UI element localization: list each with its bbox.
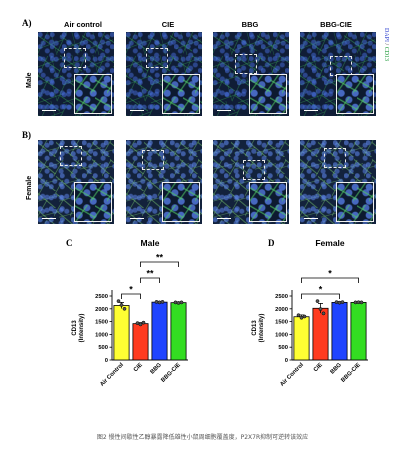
female-chart-y-tick-label: 2500 (275, 294, 288, 300)
micrograph-male-bbg (213, 32, 289, 116)
female-chart-bar-2 (331, 302, 348, 361)
male-chart-data-point (135, 321, 140, 325)
male-chart-data-point (141, 320, 146, 325)
male-chart-y-tick-label: 2500 (95, 294, 108, 300)
column-header-bbg-cie: BBG-CIE (320, 20, 352, 29)
male-chart-data-point (173, 300, 178, 305)
male-chart-y-label-line: (Intensity) (79, 314, 85, 343)
micrograph-male-air-control (38, 32, 114, 116)
male-chart-significance-label: * (129, 285, 133, 295)
micrograph-female-cie (126, 140, 202, 224)
female-chart-data-point (302, 314, 307, 319)
female-chart-data-point (321, 311, 326, 316)
male-chart-bar-0 (113, 305, 130, 361)
female-chart-x-tick-label-2: BBG (330, 362, 344, 376)
male-chart-data-point (176, 301, 181, 305)
female-chart-y-label: CD13(Intensity) (252, 314, 265, 343)
female-chart-data-point (337, 300, 342, 305)
female-chart-significance-bracket (301, 293, 340, 299)
micrograph-male-cie (126, 32, 202, 116)
female-chart-data-point (334, 300, 339, 304)
column-header-bbg: BBG (241, 20, 259, 29)
female-chart-y-tick-label: 0 (285, 358, 288, 364)
stain-label: DAPI / CD13 (383, 28, 389, 61)
female-chart-y-tick-label: 2000 (275, 307, 288, 313)
male-chart-bar-2 (151, 301, 168, 361)
male-chart-data-point (119, 303, 124, 307)
male-chart-significance-bracket (140, 277, 160, 283)
male-chart-significance-bracket (121, 293, 141, 299)
female-chart-bar-3 (350, 302, 367, 361)
bar-chart-female: Female 0 500 1000 1500 2000 2500 CD13(Intensity… (252, 238, 368, 388)
panel-letter-b: B) (22, 130, 31, 140)
male-chart-y-tick-label: 1000 (95, 332, 108, 338)
micrograph-female-air-control (38, 140, 114, 224)
column-header-air-control: Air control (64, 20, 102, 29)
bar-chart-male: Male 0 500 1000 1500 2000 2500 CD13(Intensity) A… (72, 238, 188, 388)
female-chart-y-tick-label: 1000 (275, 332, 288, 338)
micrograph-female-bbg-cie (300, 140, 376, 224)
male-chart-data-point (157, 300, 162, 305)
male-chart-significance-label: ** (146, 269, 154, 279)
male-chart-x-tick-label-2: BBG (150, 362, 164, 376)
female-chart-bar-1 (312, 307, 329, 361)
female-chart-y-label-line: (Intensity) (259, 314, 265, 343)
male-chart-y-tick-label: 2000 (95, 307, 108, 313)
female-chart-data-point (296, 313, 301, 318)
male-chart-data-point (154, 300, 159, 304)
female-chart-data-point (359, 300, 364, 305)
female-chart-data-point (356, 300, 361, 305)
female-chart-title: Female (315, 238, 345, 248)
female-chart-x-tick-label-0: Air Control (279, 362, 305, 388)
male-chart-y-label-line: CD13 (72, 320, 78, 336)
male-chart-significance-bracket (140, 261, 179, 267)
row-label-male: Male (26, 72, 33, 88)
row-label-female: Female (26, 175, 33, 200)
female-chart-significance-label: * (319, 285, 323, 295)
male-chart-data-point (122, 306, 127, 311)
figure-caption: 图2 慢性间歇性乙醇暴露降低雄性小鼠周细胞覆盖度，P2X7R抑制可逆转该效应 (96, 434, 309, 441)
female-chart-y-tick-label: 1500 (275, 320, 288, 326)
stain-label-cd13: CD13 (383, 46, 389, 62)
micrograph-male-bbg-cie (300, 32, 376, 116)
male-chart-bar-1 (132, 323, 149, 361)
male-chart-y-tick-label: 500 (98, 345, 108, 351)
male-chart-data-point (138, 322, 143, 327)
stain-label-separator: / (383, 42, 389, 47)
female-chart-significance-label: * (328, 269, 332, 279)
female-chart-y-tick-label: 500 (278, 345, 288, 351)
panel-letter-d: D (268, 238, 275, 248)
female-chart-x-tick-label-1: CIE (313, 362, 324, 373)
panel-letter-c: C (66, 238, 73, 248)
male-chart-significance-label: ** (156, 253, 164, 263)
male-chart-x-tick-label-3: BBG-CIE (160, 362, 182, 384)
female-chart-data-point (318, 307, 323, 311)
male-chart-data-point (179, 300, 184, 305)
column-header-cie: CIE (161, 20, 175, 29)
male-chart-x-tick-label-0: Air Control (99, 362, 125, 388)
female-chart-significance-bracket (301, 277, 359, 283)
panel-letter-a: A) (22, 18, 32, 28)
female-chart-data-point (315, 299, 320, 303)
male-chart-data-point (160, 300, 165, 304)
male-chart-bar-3 (170, 302, 187, 361)
female-chart-data-point (340, 300, 345, 304)
micrograph-female-bbg (213, 140, 289, 224)
female-chart-data-point (299, 315, 304, 320)
stain-label-dapi: DAPI (383, 28, 389, 43)
male-chart-y-tick-label: 1500 (95, 320, 108, 326)
female-chart-x-tick-label-3: BBG-CIE (340, 362, 362, 384)
female-chart-data-point (353, 300, 358, 305)
male-chart-data-point (116, 299, 121, 303)
male-chart-y-label: CD13(Intensity) (72, 314, 85, 343)
male-chart-x-tick-label-1: CIE (133, 362, 144, 373)
male-chart-y-tick-label: 0 (105, 358, 108, 364)
female-chart-bar-0 (293, 316, 310, 361)
female-chart-y-label-line: CD13 (252, 320, 258, 336)
male-chart-title: Male (141, 238, 160, 248)
